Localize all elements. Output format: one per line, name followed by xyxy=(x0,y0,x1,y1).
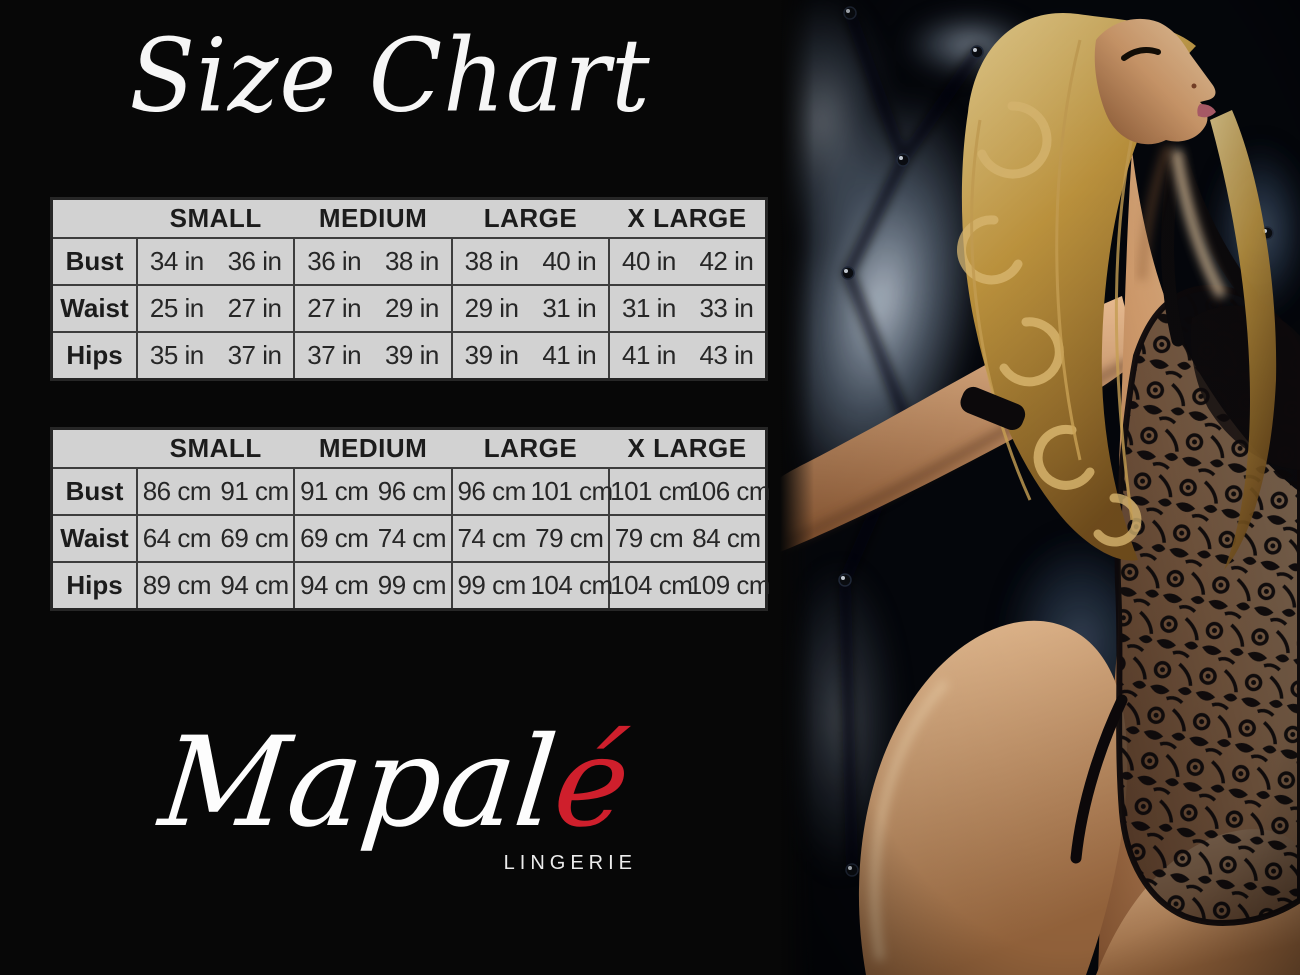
size-column-header: SMALL xyxy=(169,433,262,463)
size-value: 37 in xyxy=(294,331,374,379)
size-value: 25 in xyxy=(137,284,216,332)
size-value: 99 cm xyxy=(451,561,531,609)
row-label-bust: Bust xyxy=(51,467,138,515)
size-table-inches: SMALL MEDIUM LARGE X LARGE Bust 34 in 36 in 36 … xyxy=(50,197,768,381)
size-value: 69 cm xyxy=(215,514,296,562)
row-label-hips: Hips xyxy=(51,561,138,609)
photo-vignette xyxy=(780,0,1300,975)
size-value: 38 in xyxy=(451,237,531,285)
measurement-row: Waist 64 cm 69 cm 69 cm 74 cm 74 cm 79 cm 79 cm… xyxy=(51,514,767,562)
size-value: 40 in xyxy=(609,237,688,285)
size-table-centimeters: SMALL MEDIUM LARGE X LARGE Bust 86 cm 91 cm 91 … xyxy=(50,427,771,611)
size-value: 39 in xyxy=(451,331,531,379)
page-title: Size Chart xyxy=(129,17,651,135)
row-label-waist: Waist xyxy=(51,514,138,562)
measurement-row: Bust 86 cm 91 cm 91 cm 96 cm 96 cm 101 cm 101 c… xyxy=(51,467,771,515)
size-value: 101 cm xyxy=(609,467,693,515)
size-value: 29 in xyxy=(373,284,453,332)
size-value: 89 cm xyxy=(137,561,216,609)
size-column-header: SMALL xyxy=(169,203,262,233)
size-value: 96 cm xyxy=(451,467,531,515)
brand-wordmark: Mapalé xyxy=(0,706,798,861)
size-value: 99 cm xyxy=(373,561,453,609)
size-value: 94 cm xyxy=(215,561,296,609)
table-corner-cell xyxy=(52,429,138,469)
size-value: 109 cm xyxy=(687,561,771,609)
size-value: 41 in xyxy=(530,331,611,379)
size-column-header: LARGE xyxy=(483,203,578,233)
brand-tagline: LINGERIE xyxy=(503,852,637,874)
row-label-waist: Waist xyxy=(51,284,138,332)
size-value: 91 cm xyxy=(215,467,296,515)
size-column-header: X LARGE xyxy=(627,203,747,233)
size-value: 94 cm xyxy=(294,561,374,609)
size-value: 104 cm xyxy=(530,561,613,609)
size-value: 34 in xyxy=(137,237,216,285)
size-value: 43 in xyxy=(687,331,767,379)
size-value: 38 in xyxy=(373,237,453,285)
size-table-inches: SMALL MEDIUM LARGE X LARGE Bust 34 in 36 in 36 … xyxy=(50,197,768,381)
measurement-row: Waist 25 in 27 in 27 in 29 in 29 in 31 in 31 in… xyxy=(51,284,767,332)
size-value: 64 cm xyxy=(137,514,216,562)
size-value: 79 cm xyxy=(530,514,611,562)
measurement-row: Bust 34 in 36 in 36 in 38 in 38 in 40 in 40 in 4… xyxy=(51,237,767,285)
size-value: 91 cm xyxy=(294,467,374,515)
size-value: 40 in xyxy=(530,237,611,285)
size-value: 41 in xyxy=(609,331,688,379)
size-value: 42 in xyxy=(687,237,767,285)
size-value: 96 cm xyxy=(373,467,453,515)
size-value: 101 cm xyxy=(530,467,613,515)
photo-left-fade xyxy=(780,0,814,975)
size-value: 74 cm xyxy=(373,514,453,562)
size-value: 27 in xyxy=(215,284,296,332)
size-value: 106 cm xyxy=(687,467,771,515)
size-column-header: MEDIUM xyxy=(318,433,428,463)
size-value: 36 in xyxy=(294,237,374,285)
size-value: 37 in xyxy=(215,331,296,379)
size-value: 36 in xyxy=(215,237,296,285)
measurement-row: Hips 35 in 37 in 37 in 39 in 39 in 41 in 41 in 4… xyxy=(51,331,767,379)
size-value: 29 in xyxy=(451,284,531,332)
size-value: 39 in xyxy=(373,331,453,379)
size-value: 27 in xyxy=(294,284,374,332)
brand-name-accent-letter: é xyxy=(547,711,637,855)
size-value: 79 cm xyxy=(609,514,688,562)
size-value: 86 cm xyxy=(137,467,216,515)
size-column-header: X LARGE xyxy=(627,433,747,463)
size-column-header: LARGE xyxy=(483,433,578,463)
size-value: 74 cm xyxy=(451,514,531,562)
size-column-header: MEDIUM xyxy=(318,203,428,233)
size-value: 35 in xyxy=(137,331,216,379)
size-value: 104 cm xyxy=(609,561,693,609)
table-corner-cell xyxy=(52,199,138,239)
size-value: 33 in xyxy=(687,284,767,332)
brand-name: Mapal xyxy=(153,711,563,855)
row-label-bust: Bust xyxy=(51,237,138,285)
size-value: 69 cm xyxy=(294,514,374,562)
size-value: 31 in xyxy=(609,284,688,332)
size-value: 84 cm xyxy=(687,514,767,562)
size-table-centimeters: SMALL MEDIUM LARGE X LARGE Bust 86 cm 91 cm 91 … xyxy=(50,427,771,611)
model-photo xyxy=(780,0,1300,975)
measurement-row: Hips 89 cm 94 cm 94 cm 99 cm 99 cm 104 cm 104 c… xyxy=(51,561,771,609)
row-label-hips: Hips xyxy=(51,331,138,379)
size-value: 31 in xyxy=(530,284,611,332)
